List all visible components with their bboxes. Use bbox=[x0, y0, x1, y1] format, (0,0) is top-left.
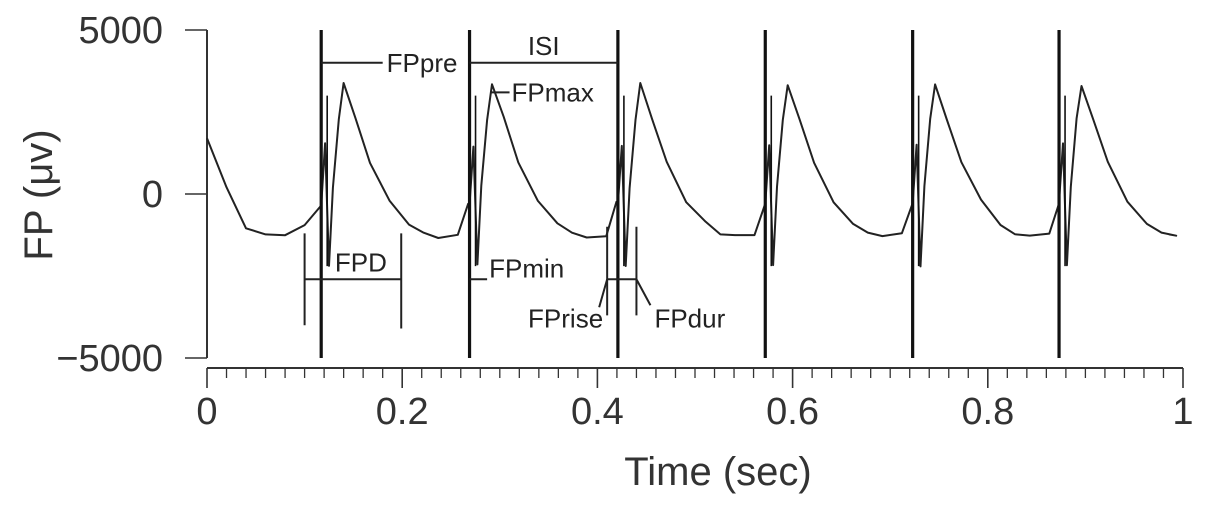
annotation-label-fpdur: FPdur bbox=[654, 303, 725, 333]
y-axis-title: FP (μv) bbox=[17, 129, 61, 260]
annotation-label-fpmax: FPmax bbox=[512, 77, 594, 107]
annotation-label-fpmin: FPmin bbox=[489, 253, 564, 283]
annotation-leader-fprise bbox=[598, 279, 609, 308]
x-tick-label: 0.2 bbox=[376, 391, 429, 433]
x-tick-label: 1 bbox=[1172, 391, 1193, 433]
annotation-label-isi: ISI bbox=[528, 31, 560, 61]
x-tick-label: 0.4 bbox=[571, 391, 624, 433]
x-tick-label: 0 bbox=[196, 391, 217, 433]
y-tick-label: 5000 bbox=[78, 10, 163, 52]
x-tick-label: 0.8 bbox=[961, 391, 1014, 433]
traces bbox=[206, 30, 1178, 358]
x-axis-title: Time (sec) bbox=[624, 450, 811, 494]
annotation-label-fprise: FPrise bbox=[528, 303, 603, 333]
x-tick-label: 0.6 bbox=[766, 391, 819, 433]
annotation-leader-fpdur bbox=[635, 278, 652, 306]
ticks: 5000 0 −5000 0 0.2 0.4 0.6 0.8 1 bbox=[56, 10, 1193, 433]
annotation-label-fpd: FPD bbox=[335, 247, 387, 277]
fp-trace bbox=[206, 82, 1178, 268]
y-tick-label: −5000 bbox=[56, 338, 163, 380]
y-tick-label: 0 bbox=[142, 174, 163, 216]
annotation-label-fppre: FPpre bbox=[387, 48, 458, 78]
annotations: FPpre ISI FPmax FPD FPmin FPrise FPdur bbox=[303, 31, 726, 333]
